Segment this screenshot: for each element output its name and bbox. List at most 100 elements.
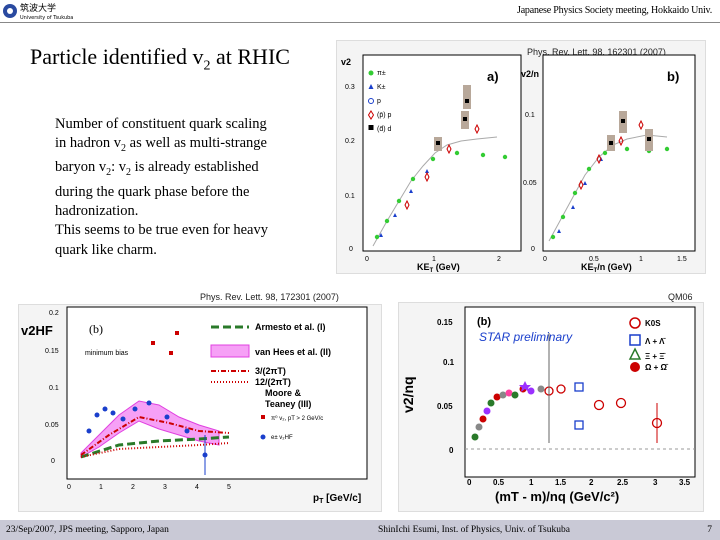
body-line: This seems to be true even for heavy — [55, 222, 268, 239]
hf-ytick: 0.2 — [49, 310, 59, 317]
panel-a-ylabel: v2 — [341, 57, 351, 67]
legend-label: K± — [377, 84, 386, 91]
legend-label: π⁰ v₂, pT > 2 GeV/c — [271, 415, 323, 422]
legend-marker-kaon — [368, 84, 374, 89]
legend-band-vanhees — [210, 344, 250, 358]
panel-a-ytick: 0 — [349, 246, 353, 253]
star-legend: K0S Λ + Λ̄ Ξ + Ξ̄ Ω + Ω̄ — [628, 317, 669, 372]
star-ytick: 0.05 — [437, 402, 453, 411]
slide-title: Particle identified v2 at RHIC — [30, 44, 290, 74]
hf-ylabel: v2HF — [21, 323, 53, 338]
panel-b-label: b) — [667, 69, 679, 84]
figure-hf-ref: Phys. Rev. Lett. 98, 172301 (2007) — [200, 292, 339, 302]
legend-label: Armesto et al. (I) — [255, 322, 326, 332]
panel-a-points — [372, 85, 508, 247]
legend-label: (d̄) d — [377, 126, 392, 133]
hf-line-moore-12 — [80, 442, 230, 458]
legend-marker-electron — [260, 434, 266, 440]
logo-text-en: University of Tsukuba — [20, 15, 73, 21]
legend-label: Moore & — [265, 388, 302, 398]
legend-label: p — [377, 98, 381, 105]
star-points — [471, 333, 663, 443]
hf-xtick: 5 — [227, 484, 231, 491]
legend-label: Ω + Ω̄ — [645, 363, 669, 372]
figure-v2-ket-ref: Phys. Rev. Lett. 98, 162301 (2007) — [527, 47, 666, 57]
panel-a-xlabel: KET (GeV) — [417, 262, 460, 273]
panel-b-xlabel: KET/n (GeV) — [581, 262, 632, 273]
body-line: quark like charm. — [55, 241, 157, 258]
legend-label: Teaney (III) — [265, 399, 311, 409]
panel-a-label: a) — [487, 69, 499, 84]
panel-a-ytick: 0.2 — [345, 138, 355, 145]
star-xtick: 2.5 — [617, 478, 629, 487]
legend-marker-xi — [628, 347, 642, 360]
panel-a-ytick: 0.1 — [345, 193, 355, 200]
panel-b-ylabel: v2/n — [521, 69, 539, 79]
hf-panel-label: (b) — [89, 322, 103, 336]
star-xlabel: (mT - m)/nq (GeV/c²) — [495, 489, 619, 504]
hf-note: minimum bias — [85, 350, 129, 357]
hf-ytick: 0.1 — [49, 385, 59, 392]
legend-label: van Hees et al. (II) — [255, 347, 331, 357]
header-divider — [0, 22, 720, 23]
star-ylabel: v2/nq — [400, 376, 416, 413]
star-ytick: 0.15 — [437, 318, 453, 327]
figure-v2-ket: Phys. Rev. Lett. 98, 162301 (2007) v2 a)… — [336, 40, 706, 274]
star-xtick: 0 — [467, 478, 472, 487]
legend-label: e± v₂HF — [271, 435, 293, 441]
body-line: during the quark phase before the — [55, 183, 250, 200]
star-xtick: 0.5 — [493, 478, 505, 487]
panel-a-xtick: 2 — [497, 256, 501, 263]
legend-label: π± — [377, 70, 386, 77]
hf-xtick: 3 — [163, 484, 167, 491]
legend-marker-deuteron — [368, 125, 374, 130]
star-ytick: 0.1 — [443, 358, 455, 367]
header-bar — [0, 0, 720, 22]
star-note: STAR preliminary — [479, 330, 573, 344]
body-line: in hadron v2 as well as multi-strange — [55, 135, 267, 155]
figure-v2-hf: v2HF (b) minimum bias 0 0.05 0.1 0.15 0.… — [18, 304, 382, 512]
hf-xtick: 4 — [195, 484, 199, 491]
footer-center: ShinIchi Esumi, Inst. of Physics, Univ. … — [378, 525, 570, 535]
university-logo: 筑波大学 University of Tsukuba — [2, 1, 74, 21]
legend-marker-k0s — [629, 317, 641, 329]
panel-a-frame — [362, 54, 522, 252]
legend-marker-proton — [367, 110, 375, 120]
legend-marker-pi0 — [261, 415, 265, 419]
hf-xlabel: pT [GeV/c] — [313, 493, 361, 505]
hf-legend-points: π⁰ v₂, pT > 2 GeV/c e± v₂HF — [260, 415, 323, 441]
logo-icon: 筑波大学 University of Tsukuba — [3, 2, 73, 21]
legend-label: K0S — [645, 319, 661, 328]
figure-v2-ket-svg: Phys. Rev. Lett. 98, 162301 (2007) v2 a)… — [341, 47, 696, 274]
legend-label: (p̄) p — [377, 112, 392, 119]
panel-a-legend: π± K± p (p̄) p (d̄) d — [367, 70, 392, 133]
panel-b-ytick: 0 — [531, 246, 535, 253]
panel-b-ytick: 0.05 — [523, 180, 537, 187]
logo-text-jp: 筑波大学 — [20, 2, 56, 14]
panel-b-xtick: 0.5 — [589, 256, 599, 263]
panel-a-xtick: 0 — [365, 256, 369, 263]
hf-ytick: 0.15 — [45, 348, 59, 355]
slide-body: Number of constituent quark scaling in h… — [55, 115, 305, 260]
panel-a-ytick: 0.3 — [345, 84, 355, 91]
page-number: 7 — [707, 525, 712, 535]
hf-pi0-points — [151, 331, 179, 355]
legend-label: 12/(2πT) — [255, 377, 291, 387]
star-panel-label: (b) — [477, 316, 491, 328]
hf-ytick: 0 — [51, 458, 55, 465]
panel-a-xtick: 1 — [432, 256, 436, 263]
star-xtick: 3 — [653, 478, 658, 487]
meeting-title: Japanese Physics Society meeting, Hokkai… — [517, 5, 712, 16]
hf-ytick: 0.05 — [45, 422, 59, 429]
hf-xtick: 0 — [67, 484, 71, 491]
star-xtick: 1.5 — [555, 478, 567, 487]
body-line: baryon v2: v2 is already established — [55, 159, 259, 179]
figure-star-ref: QM06 — [668, 292, 693, 302]
hf-xtick: 1 — [99, 484, 103, 491]
hf-line-armesto — [80, 435, 230, 459]
figure-star-v2-svg: v2/nq (b) STAR preliminary 0 0.05 0.1 0.… — [400, 306, 696, 504]
star-ytick: 0 — [449, 446, 454, 455]
legend-marker-p — [368, 98, 374, 104]
panel-b-xtick: 1.5 — [677, 256, 687, 263]
figure-star-v2: v2/nq (b) STAR preliminary 0 0.05 0.1 0.… — [398, 302, 704, 512]
